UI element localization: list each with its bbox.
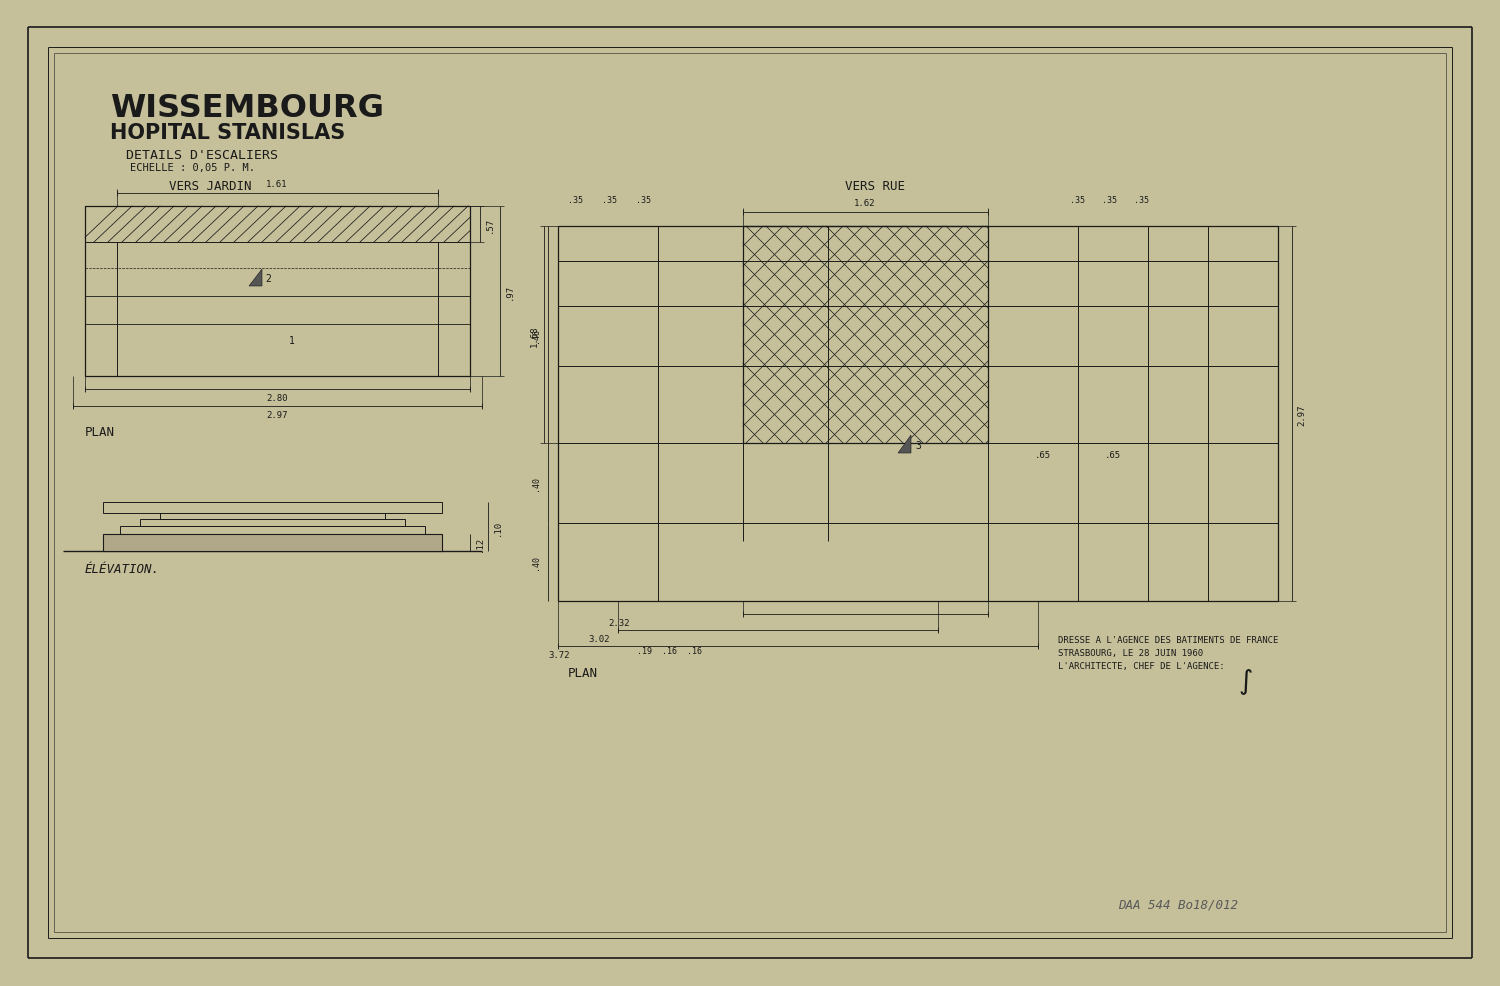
Bar	[558, 227, 1278, 601]
Text: .10: .10	[492, 520, 501, 535]
Polygon shape	[249, 270, 262, 287]
Text: WISSEMBOURG: WISSEMBOURG	[110, 94, 384, 124]
Text: HOPITAL STANISLAS: HOPITAL STANISLAS	[110, 123, 345, 143]
Text: .35: .35	[568, 196, 584, 205]
Text: 3.02: 3.02	[588, 635, 609, 644]
Bar	[86, 207, 470, 243]
Bar	[160, 514, 386, 520]
Text: .40: .40	[531, 476, 540, 491]
Text: STRASBOURG, LE 28 JUIN 1960: STRASBOURG, LE 28 JUIN 1960	[1058, 649, 1203, 658]
Text: 1.61: 1.61	[267, 180, 288, 189]
Text: .57: .57	[484, 217, 494, 233]
Text: .19  .16  .16: .19 .16 .16	[638, 647, 702, 656]
Text: PLAN: PLAN	[86, 426, 116, 439]
Bar	[104, 503, 442, 514]
Text: 3.72: 3.72	[548, 651, 570, 660]
Polygon shape	[898, 436, 910, 454]
Text: .40: .40	[531, 555, 540, 570]
Text: 1.68: 1.68	[530, 325, 538, 346]
Text: VERS JARDIN: VERS JARDIN	[170, 180, 252, 193]
Text: L'ARCHITECTE, CHEF DE L'AGENCE:: L'ARCHITECTE, CHEF DE L'AGENCE:	[1058, 662, 1224, 670]
Bar	[120, 527, 424, 534]
Text: 2: 2	[266, 274, 272, 284]
Text: ECHELLE : 0,05 P. M.: ECHELLE : 0,05 P. M.	[130, 163, 255, 173]
Text: 3: 3	[915, 441, 921, 451]
Text: .35: .35	[603, 196, 618, 205]
Text: DRESSE A L'AGENCE DES BATIMENTS DE FRANCE: DRESSE A L'AGENCE DES BATIMENTS DE FRANC…	[1058, 636, 1278, 645]
Text: .35: .35	[1134, 196, 1149, 205]
Text: .35: .35	[1071, 196, 1086, 205]
Bar	[86, 207, 470, 377]
Text: .35: .35	[636, 196, 651, 205]
Bar	[104, 534, 442, 551]
Text: 2.32: 2.32	[608, 619, 630, 628]
Text: VERS RUE: VERS RUE	[844, 180, 904, 193]
Bar	[742, 227, 988, 444]
Text: ÉLÉVATION.: ÉLÉVATION.	[86, 563, 160, 576]
Text: DETAILS D'ESCALIERS: DETAILS D'ESCALIERS	[126, 149, 278, 163]
Text: .65: .65	[1106, 451, 1120, 460]
Text: .12: .12	[474, 535, 483, 551]
Text: .65: .65	[1035, 451, 1052, 460]
Text: $\int\!$: $\int\!$	[1238, 667, 1252, 696]
Text: DAA 544 Bo18/012: DAA 544 Bo18/012	[1118, 897, 1238, 911]
Text: 2.80: 2.80	[267, 394, 288, 403]
Text: .35: .35	[1102, 196, 1118, 205]
Text: 2.97: 2.97	[1298, 404, 1306, 425]
Bar	[140, 520, 405, 527]
Text: 2.97: 2.97	[267, 411, 288, 420]
Text: 1.62: 1.62	[853, 199, 876, 208]
Text: PLAN: PLAN	[568, 667, 598, 679]
Text: .46: .46	[531, 328, 540, 343]
Text: 1: 1	[290, 335, 296, 346]
Text: .97: .97	[504, 284, 513, 300]
